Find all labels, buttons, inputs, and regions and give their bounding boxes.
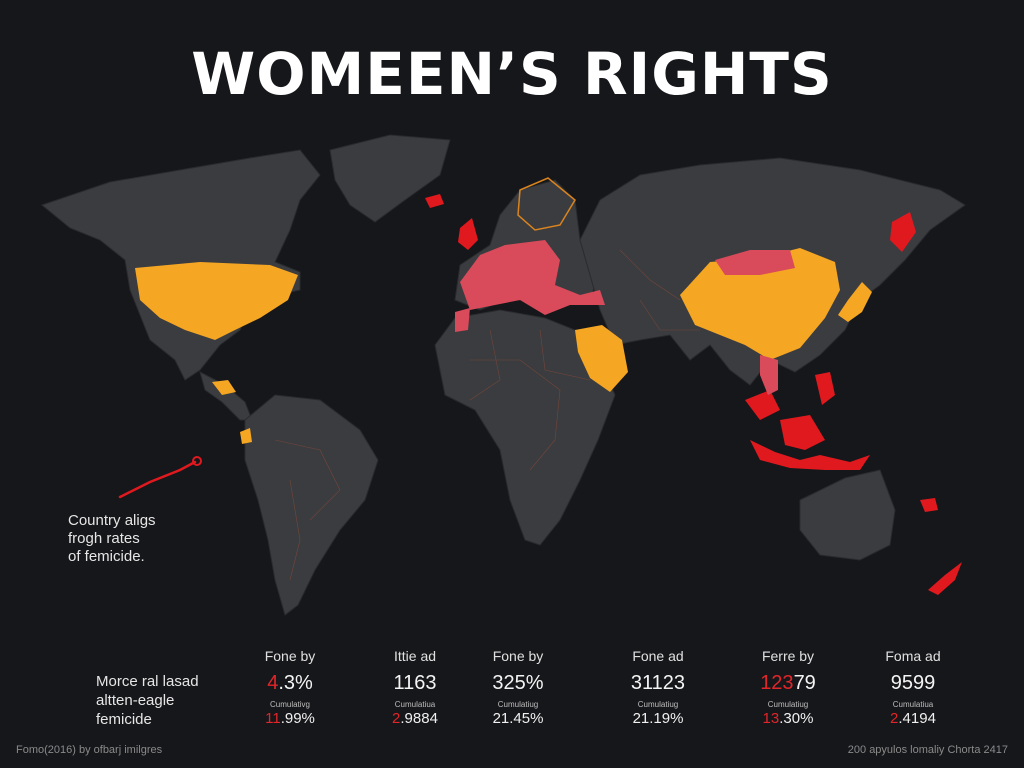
map-title: WOMEEN’S RIGHTS [191, 40, 833, 108]
footer-source: Fomo(2016) by ofbarj imilgres [16, 744, 163, 756]
stat-value: 9599 [853, 672, 973, 696]
stat-sublabel: Cumulatiua [394, 700, 436, 709]
stat-value-highlight: 123 [760, 672, 794, 694]
stats-label-line: femicide [96, 711, 152, 728]
stat-column-5: Ferre by 12379 Cumulatiug 13.30% [728, 648, 848, 728]
stat-secondary-highlight: 13 [762, 710, 780, 727]
africa [434, 309, 616, 546]
stat-secondary-highlight: 2 [890, 710, 899, 727]
stat-value-highlight: 4 [267, 672, 279, 694]
stat-secondary-text: .99% [280, 710, 315, 727]
usa-region [135, 262, 298, 340]
stat-secondary-text: .4194 [898, 710, 936, 727]
colombia-region [240, 428, 252, 444]
stat-sublabel: Cumulatiug [637, 700, 679, 709]
stat-sublabel: Cumulatiug [497, 700, 539, 709]
stat-secondary-value: 2.4194 [853, 710, 973, 728]
stat-sublabel: Cumulatiug [767, 700, 809, 709]
australia [799, 469, 896, 561]
stat-value-text: 31123 [630, 672, 686, 694]
stat-column-1: Fone by 4.3% Cumulativg 11.99% [230, 648, 350, 728]
stat-sublabel: Cumulativg [269, 700, 310, 709]
legend-note-line: Country aligs [68, 512, 156, 529]
saudi-region [575, 325, 628, 392]
stat-secondary-highlight: 2 [392, 710, 401, 727]
stat-secondary-text: .9884 [400, 710, 438, 727]
stat-value: 12379 [728, 672, 848, 696]
stats-label-line: altten-eagle [96, 692, 175, 709]
pointer-line [118, 460, 197, 499]
stat-value: 325% [458, 672, 578, 696]
stat-heading: Fone by [492, 648, 544, 664]
greenland [329, 134, 451, 223]
stat-value-text: 325% [492, 672, 544, 694]
stat-value-text: .3% [278, 672, 313, 694]
stat-secondary-text: 21.19% [632, 710, 684, 727]
new-zealand-region [928, 562, 962, 595]
footer-credit: 200 apyulos lomaliy Chorta 2417 [847, 744, 1008, 756]
stats-label-line: Morce ral lasad [96, 673, 199, 690]
iceland-region [425, 194, 444, 208]
stat-value: 31123 [598, 672, 718, 696]
highlighted-countries [135, 177, 962, 595]
stat-column-6: Foma ad 9599 Cumulatiua 2.4194 [853, 648, 973, 728]
korea-region [890, 212, 916, 252]
stat-value-text: 79 [793, 672, 816, 694]
japan-region [838, 282, 872, 322]
indonesia-region [750, 440, 870, 470]
stat-secondary-value: 13.30% [728, 710, 848, 728]
stat-secondary-text: 21.45% [492, 710, 544, 727]
legend-note-line: of femicide. [68, 548, 145, 565]
stat-value: 4.3% [230, 672, 350, 696]
stat-heading: Foma ad [885, 648, 941, 664]
stat-heading: Fone by [264, 648, 316, 664]
stat-column-3: Fone by 325% Cumulatiug 21.45% [458, 648, 578, 728]
china-region [680, 248, 840, 360]
stat-secondary-value: 21.45% [458, 710, 578, 728]
stat-value-text: 1163 [393, 672, 437, 694]
central-america [199, 371, 253, 421]
stat-heading: Ferre by [761, 648, 815, 664]
pointer-end [192, 456, 202, 466]
stat-heading: Ittie ad [393, 648, 437, 664]
stat-heading: Fone ad [632, 648, 684, 664]
south-america [244, 394, 379, 616]
europe-region [460, 240, 605, 315]
stat-column-4: Fone ad 31123 Cumulatiug 21.19% [598, 648, 718, 728]
stat-column-2: Ittie ad 1163 Cumulatiua 2.9884 [355, 648, 475, 728]
uk-region [458, 218, 478, 250]
se-asia-region-2 [780, 415, 825, 450]
country-borders [274, 249, 700, 581]
stat-secondary-text: .30% [779, 710, 814, 727]
spain-region [455, 308, 470, 332]
mexico-region [212, 380, 236, 395]
stat-sublabel: Cumulatiua [892, 700, 934, 709]
mongolia-region [715, 250, 795, 275]
stat-value: 1163 [355, 672, 475, 696]
stats-label: Morce ral lasad altten-eagle femicide [96, 672, 246, 729]
pacific-islands-region [920, 498, 938, 512]
se-asia-region-1 [745, 390, 780, 420]
stat-secondary-value: 11.99% [230, 710, 350, 728]
legend-note-line: frogh rates [68, 530, 140, 547]
scandinavia-outline [517, 177, 576, 231]
stat-value-text: 9599 [890, 672, 936, 694]
philippines-region [815, 372, 835, 405]
stat-secondary-value: 2.9884 [355, 710, 475, 728]
legend-note: Country aligs frogh rates of femicide. [68, 512, 238, 566]
stat-secondary-value: 21.19% [598, 710, 718, 728]
stat-secondary-highlight: 11 [265, 710, 281, 727]
vietnam-region [760, 355, 778, 395]
